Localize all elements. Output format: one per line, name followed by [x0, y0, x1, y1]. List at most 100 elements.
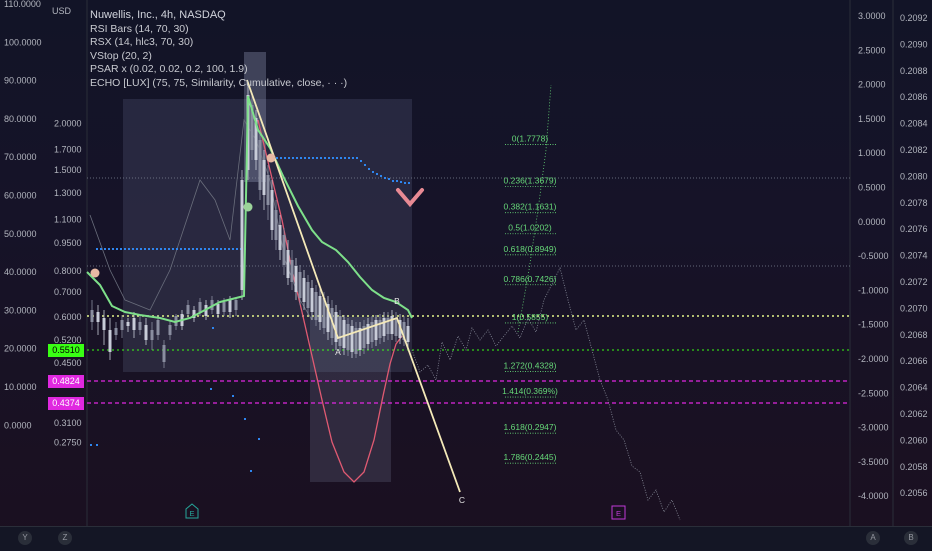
candle-body-64 [398, 320, 402, 338]
psar-dot-56 [340, 157, 342, 159]
psar-dot-72 [404, 182, 406, 184]
candle-body-35 [282, 235, 286, 265]
psar-dot-79 [244, 418, 246, 420]
rsx-tick-1: 2.5000 [858, 45, 886, 55]
echo-tick-12: 0.2068 [900, 330, 928, 340]
left-tick-0: 110.0000 [4, 0, 41, 9]
psar-dot-22 [184, 248, 186, 250]
fib-label-0: 0(1.7778) [512, 134, 549, 144]
zigzag-line [246, 79, 461, 493]
psar-dot-4 [112, 248, 114, 250]
fib-label-6: 1(0.5855) [512, 312, 549, 322]
psar-dot-69 [392, 180, 394, 182]
psar-dot-10 [136, 248, 138, 250]
echo-axis: 0.2092 0.2090 0.2088 0.2086 0.2084 0.2082 0.20… [900, 13, 928, 498]
fib-label-8: 1.414(0.369%) [502, 386, 558, 396]
candle-body-54 [358, 328, 362, 350]
psar-dot-62 [364, 164, 366, 166]
echo-tick-9: 0.2074 [900, 251, 928, 261]
psar-dot-66 [380, 175, 382, 177]
echo-tick-14: 0.2064 [900, 383, 928, 393]
echo-tick-6: 0.2080 [900, 171, 928, 181]
rsx-tick-13: -3.5000 [858, 457, 889, 467]
legend-rsx[interactable]: RSX (14, hlc3, 70, 30) [90, 36, 194, 49]
candle-body-44 [318, 296, 322, 322]
fib-label-10: 1.786(0.2445) [504, 452, 557, 462]
psar-dot-34 [232, 248, 234, 250]
rsx-tick-0: 3.0000 [858, 11, 886, 21]
scale-b-button[interactable]: B [904, 531, 918, 545]
price-tag-current: 0.5510 [48, 344, 84, 357]
zigzag-label-b: B [394, 296, 400, 306]
candle-body-29 [258, 140, 262, 190]
symbol-title[interactable]: Nuwellis, Inc., 4h, NASDAQ [90, 9, 226, 21]
echo-tick-17: 0.2058 [900, 462, 928, 472]
candle-body-9 [144, 325, 148, 340]
inner-tick-6: 0.8000 [54, 266, 82, 276]
candle-body-25 [240, 180, 244, 290]
psar-dot-1 [100, 248, 102, 250]
psar-dot-14 [152, 248, 154, 250]
candle-body-6 [126, 322, 130, 326]
psar-dot-78 [232, 395, 234, 397]
candle-body-65 [402, 322, 406, 340]
legend-rsi-bars[interactable]: RSI Bars (14, 70, 30) [90, 22, 189, 35]
psar-dot-41 [280, 157, 282, 159]
legend-vstop[interactable]: VStop (20, 2) [90, 49, 152, 62]
legend-psar[interactable]: PSAR x (0.02, 0.02, 0.2, 100, 1.9) [90, 63, 248, 76]
psar-dot-60 [356, 157, 358, 159]
candle-body-30 [262, 160, 266, 195]
candle-body-57 [370, 322, 374, 342]
candle-body-5 [120, 320, 124, 330]
echo-tick-18: 0.2056 [900, 488, 928, 498]
psar-dot-52 [324, 157, 326, 159]
candle-body-32 [270, 190, 274, 230]
psar-dot-40 [276, 157, 278, 159]
echo-tick-15: 0.2062 [900, 409, 928, 419]
psar-dot-59 [352, 157, 354, 159]
svg-text:E: E [189, 509, 194, 518]
axis-currency-label: USD [52, 6, 72, 16]
left-tick-9: 20.0000 [4, 344, 37, 354]
candle-body-36 [286, 250, 290, 278]
candle-body-48 [334, 312, 338, 342]
echo-tick-1: 0.2090 [900, 39, 928, 49]
zoom-button[interactable]: Z [58, 531, 72, 545]
left-tick-3: 80.0000 [4, 114, 37, 124]
psar-dot-48 [308, 157, 310, 159]
psar-dot-44 [292, 157, 294, 159]
earnings-marker-aug[interactable]: E [185, 503, 199, 519]
price-tag-magenta-1: 0.4824 [48, 375, 84, 388]
psar-dot-43 [288, 157, 290, 159]
inner-tick-4: 1.1000 [54, 215, 82, 225]
psar-dot-80 [258, 438, 260, 440]
inner-tick-7: 0.7000 [54, 287, 82, 297]
timezone-button[interactable]: Y [18, 531, 32, 545]
psar-dot-13 [148, 248, 150, 250]
rsx-axis: 3.0000 2.5000 2.0000 1.5000 1.0000 0.5000 0.00… [858, 11, 889, 501]
psar-dot-21 [180, 248, 182, 250]
candle-body-34 [278, 225, 282, 250]
psar-dot-77 [210, 388, 212, 390]
candle-body-43 [314, 292, 318, 320]
psar-dot-29 [212, 248, 214, 250]
psar-dot-28 [208, 248, 210, 250]
echo-tick-10: 0.2072 [900, 277, 928, 287]
psar-dot-6 [120, 248, 122, 250]
rsx-tick-4: 1.0000 [858, 148, 886, 158]
auto-scale-button[interactable]: A [866, 531, 880, 545]
psar-dot-20 [176, 248, 178, 250]
legend-echo[interactable]: ECHO [LUX] (75, 75, Similarity, Cumulati… [90, 76, 348, 89]
psar-dot-45 [296, 157, 298, 159]
candle-body-31 [266, 175, 270, 205]
time-scale-bar[interactable] [0, 526, 932, 551]
inner-tick-3: 1.3000 [54, 188, 82, 198]
fib-label-2: 0.382(1.1631) [504, 202, 557, 212]
echo-tick-0: 0.2092 [900, 13, 928, 23]
psar-dot-7 [124, 248, 126, 250]
earnings-marker-nov[interactable]: E [611, 505, 626, 520]
fib-label-7: 1.272(0.4328) [504, 360, 557, 370]
psar-dot-18 [168, 248, 170, 250]
candle-body-40 [302, 278, 306, 302]
